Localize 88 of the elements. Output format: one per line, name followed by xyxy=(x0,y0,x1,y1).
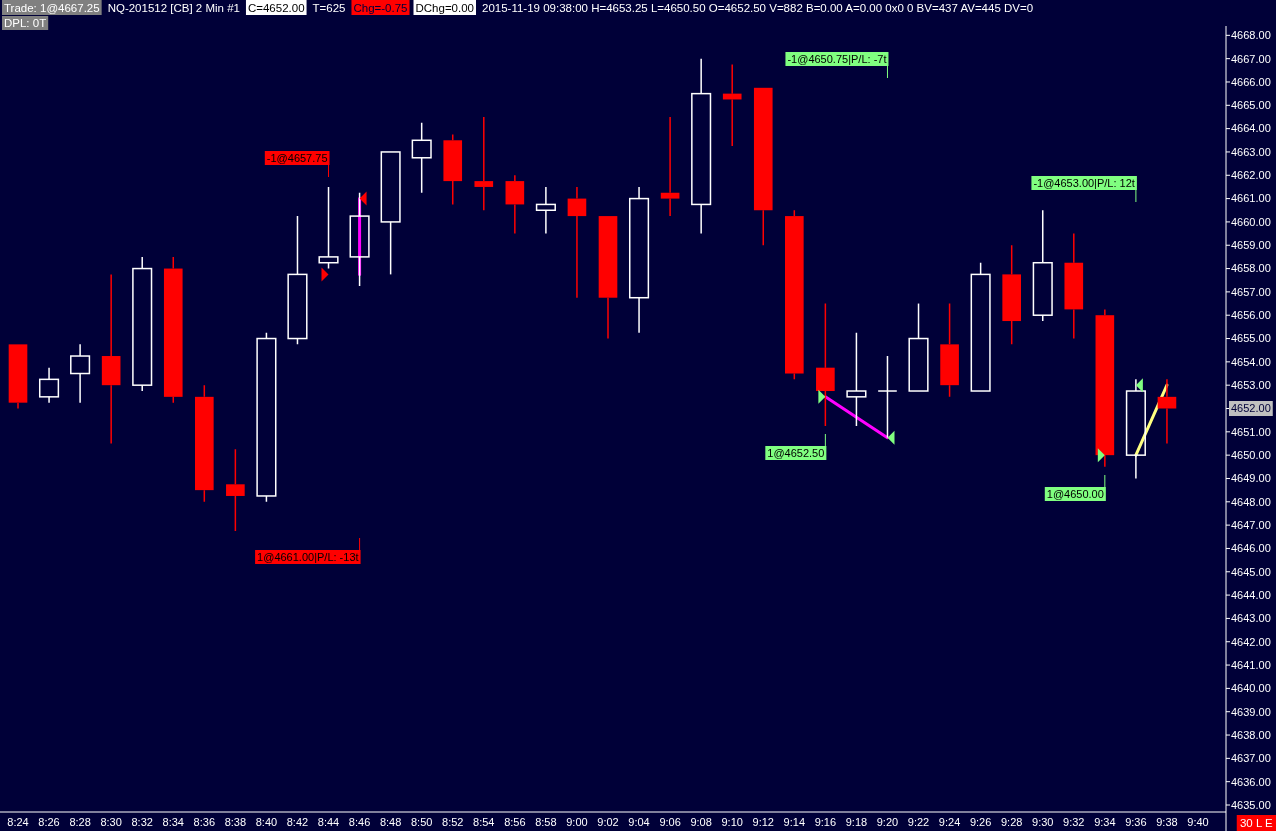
y-tick-label: 4664.00 xyxy=(1231,122,1271,135)
y-tick-label: 4644.00 xyxy=(1231,588,1271,601)
x-tick-label: 8:44 xyxy=(317,815,340,828)
y-tick-label: 4660.00 xyxy=(1231,215,1271,228)
annotation: 1@4650.00 xyxy=(1046,488,1104,500)
x-tick-label: 8:50 xyxy=(410,815,433,828)
x-tick-label: 9:08 xyxy=(690,815,712,828)
x-tick-label: 9:36 xyxy=(1125,815,1147,828)
y-tick-label: 4642.00 xyxy=(1231,635,1271,648)
y-tick-label: 4638.00 xyxy=(1231,728,1271,741)
x-tick-label: 8:38 xyxy=(224,815,247,828)
x-tick-label: 8:24 xyxy=(7,815,29,828)
y-tick-label: 4662.00 xyxy=(1231,169,1271,182)
y-tick-label: 4666.00 xyxy=(1231,75,1271,88)
annotation: 1@4661.00|P/L: -13t xyxy=(257,551,359,563)
x-tick-label: 9:16 xyxy=(814,815,837,828)
annotation: DPL: 0T xyxy=(4,17,47,29)
y-tick-label: 4649.00 xyxy=(1231,472,1271,485)
y-tick-label: 4645.00 xyxy=(1231,565,1271,578)
y-tick-label: 4655.00 xyxy=(1231,332,1271,345)
chart-title: NQ-201512 [CB] 2 Min #1 xyxy=(107,2,240,14)
x-tick-label: 9:02 xyxy=(597,815,619,828)
x-tick-label: 8:30 xyxy=(100,815,122,828)
x-tick-label: 8:34 xyxy=(162,815,184,828)
x-tick-label: 9:28 xyxy=(1000,815,1023,828)
y-tick-label: 4661.00 xyxy=(1231,192,1271,205)
y-tick-label: 4637.00 xyxy=(1231,752,1271,765)
x-tick-label: 8:28 xyxy=(69,815,91,828)
text: 2015-11-19 09:38:00 H=4653.25 L=4650.50 O=4652.50 V=882 B=0.00 A=0.00 0x0 0 BV=437 AV=445 DV=0 xyxy=(482,2,1034,14)
x-tick-label: 9:18 xyxy=(845,815,868,828)
text: Trade: 1@4667.25 xyxy=(4,2,100,14)
x-tick-label: 8:58 xyxy=(535,815,557,828)
y-tick-label: 4657.00 xyxy=(1231,285,1271,298)
x-tick-label: 8:46 xyxy=(348,815,371,828)
y-tick-label: 4636.00 xyxy=(1231,775,1271,788)
x-tick-label: 8:42 xyxy=(286,815,309,828)
x-tick-label: 9:22 xyxy=(907,815,930,828)
x-tick-label: 9:20 xyxy=(876,815,899,828)
y-tick-label: 4648.00 xyxy=(1231,495,1271,508)
y-tick-label: 4667.00 xyxy=(1231,52,1271,65)
x-tick-label: 9:40 xyxy=(1187,815,1209,828)
x-tick-label: 8:56 xyxy=(504,815,526,828)
x-tick-label: 9:34 xyxy=(1094,815,1116,828)
x-tick-label: 9:14 xyxy=(783,815,806,828)
x-tick-label: 9:32 xyxy=(1063,815,1085,828)
y-tick-label: 4654.00 xyxy=(1231,355,1271,368)
y-tick-label: 4647.00 xyxy=(1231,518,1271,531)
annotation: -1@4650.75|P/L: -7t xyxy=(787,53,887,65)
text: DChg=0.00 xyxy=(415,2,474,14)
annotation: 1@4652.50 xyxy=(767,447,825,459)
text: T=625 xyxy=(312,2,346,14)
y-tick-label: 4651.00 xyxy=(1231,425,1271,438)
x-tick-label: 9:26 xyxy=(969,815,992,828)
x-tick-label: 8:40 xyxy=(255,815,278,828)
y-tick-label: 4652.00 xyxy=(1231,402,1271,415)
x-tick-label: 8:54 xyxy=(473,815,495,828)
y-tick-label: 4656.00 xyxy=(1231,309,1271,322)
y-tick-label: 4663.00 xyxy=(1231,145,1271,158)
y-tick-label: 4658.00 xyxy=(1231,262,1271,275)
x-tick-label: 8:36 xyxy=(193,815,216,828)
x-tick-label: 8:52 xyxy=(442,815,464,828)
y-tick-label: 4639.00 xyxy=(1231,705,1271,718)
annotation: -1@4653.00|P/L: 12t xyxy=(1033,177,1135,189)
x-tick-label: 8:48 xyxy=(379,815,402,828)
y-tick-label: 4653.00 xyxy=(1231,379,1271,392)
y-tick-label: 4659.00 xyxy=(1231,239,1271,252)
y-tick-label: 4641.00 xyxy=(1231,658,1271,671)
text: 30 L E xyxy=(1239,817,1274,829)
y-tick-label: 4635.00 xyxy=(1231,798,1271,811)
y-tick-label: 4640.00 xyxy=(1231,682,1271,695)
x-tick-label: 9:10 xyxy=(721,815,743,828)
y-tick-label: 4650.00 xyxy=(1231,449,1271,461)
x-tick-label: 9:24 xyxy=(938,815,961,828)
x-tick-label: 9:30 xyxy=(1032,815,1054,828)
x-tick-label: 9:04 xyxy=(628,815,650,828)
x-tick-label: 9:38 xyxy=(1156,815,1178,828)
x-tick-label: 9:06 xyxy=(659,815,681,828)
x-tick-label: 8:32 xyxy=(131,815,153,828)
x-tick-label: 9:00 xyxy=(566,815,588,828)
y-tick-label: 4643.00 xyxy=(1231,612,1271,625)
x-tick-label: 8:26 xyxy=(38,815,60,828)
y-tick-label: 4665.00 xyxy=(1231,99,1271,112)
text: C=4652.00 xyxy=(247,2,305,14)
text: Chg=-0.75 xyxy=(353,2,408,14)
annotation: -1@4657.75 xyxy=(266,152,328,164)
y-tick-label: 4646.00 xyxy=(1231,542,1271,555)
x-tick-label: 9:12 xyxy=(752,815,774,828)
y-tick-label: 4668.00 xyxy=(1231,29,1271,42)
